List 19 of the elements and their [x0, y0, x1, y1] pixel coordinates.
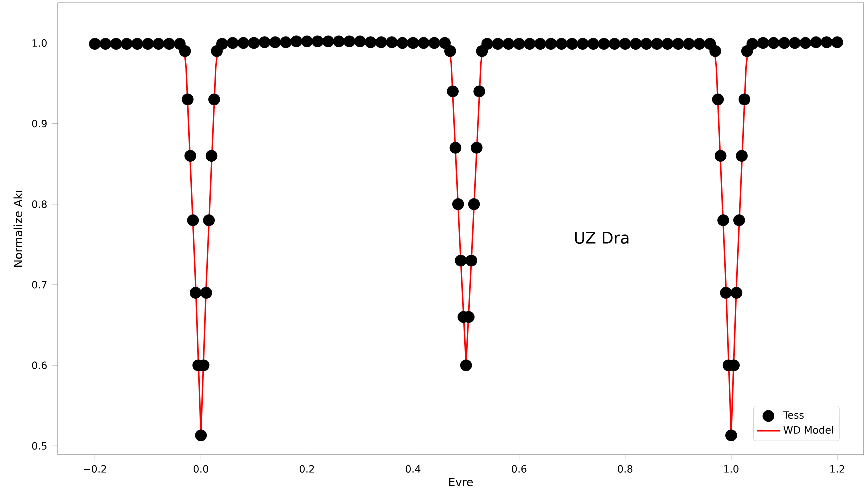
x-tick-label: −0.2: [84, 465, 106, 473]
x-axis-title: Evre: [449, 478, 474, 487]
y-tick-label: 0.7: [32, 281, 47, 289]
x-tick-label: 0.6: [512, 465, 527, 473]
legend-label: Tess: [783, 412, 804, 420]
y-axis-title: Normalize Akı: [14, 190, 23, 267]
x-tick-label: 0.4: [406, 465, 421, 473]
x-tick-label: 1.2: [830, 465, 844, 473]
x-tick-label: 0.2: [300, 465, 314, 473]
annotation: UZ Dra: [575, 232, 629, 244]
y-tick-label: 0.8: [32, 200, 47, 208]
legend-label: WD Model: [784, 426, 834, 434]
y-tick-label: 0.9: [32, 120, 47, 128]
x-tick-label: 0.8: [618, 465, 633, 473]
x-tick-label: 0.0: [194, 465, 208, 473]
x-tick-label: 1.0: [724, 465, 739, 473]
y-tick-label: 0.5: [32, 442, 47, 450]
y-tick-label: 0.6: [32, 362, 47, 370]
y-tick-label: 1.0: [32, 39, 47, 48]
